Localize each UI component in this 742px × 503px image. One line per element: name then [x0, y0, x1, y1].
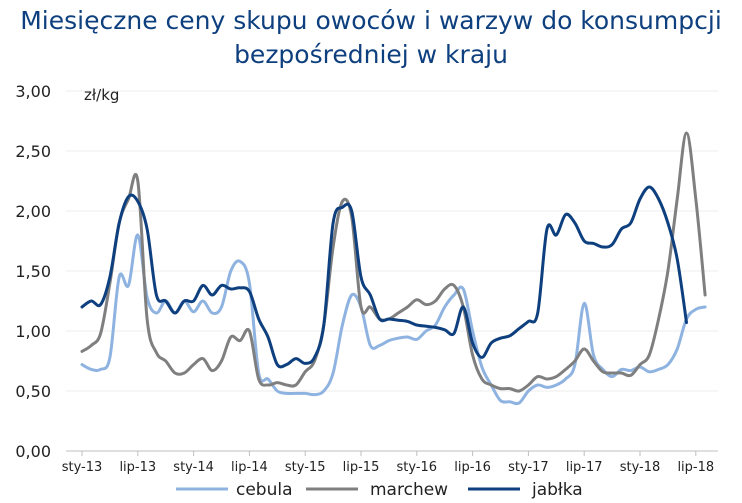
legend: cebula marchew jabłka — [176, 480, 583, 500]
x-tick-label: lip-13 — [119, 460, 156, 475]
series-lines — [80, 131, 707, 406]
x-tick-label: lip-15 — [343, 460, 380, 475]
x-tick-label: lip-17 — [566, 460, 603, 475]
y-tick-label: 0,50 — [15, 382, 51, 401]
series-line-marchew — [80, 131, 707, 393]
unit-label: zł/kg — [84, 86, 119, 104]
y-tick-label: 3,00 — [15, 82, 51, 101]
legend-label: jabłka — [531, 480, 583, 500]
y-axis-ticks: 0,00 0,50 1,00 1,50 2,00 2,50 3,00 — [15, 82, 51, 461]
x-tick-label: sty-14 — [173, 460, 214, 475]
gridlines — [66, 90, 718, 392]
legend-label: cebula — [236, 480, 293, 500]
x-tick-label: lip-14 — [231, 460, 268, 475]
chart-title-line-2: bezpośredniej w kraju — [234, 40, 508, 69]
series-line-jabłka — [80, 185, 688, 369]
y-tick-label: 2,00 — [15, 202, 51, 221]
legend-label: marchew — [370, 480, 448, 500]
y-tick-label: 1,00 — [15, 322, 51, 341]
x-tick-label: lip-18 — [677, 460, 714, 475]
x-axis-ticks: sty-13 lip-13 sty-14 lip-14 sty-15 lip-15 sty-… — [62, 451, 714, 475]
y-tick-label: 0,00 — [15, 442, 51, 461]
x-tick-label: sty-15 — [285, 460, 326, 475]
chart-title-line-1: Miesięczne ceny skupu owoców i warzyw do… — [20, 6, 722, 35]
x-tick-label: sty-17 — [508, 460, 549, 475]
x-tick-label: sty-16 — [397, 460, 438, 475]
y-tick-label: 1,50 — [15, 262, 51, 281]
x-tick-label: lip-16 — [454, 460, 491, 475]
x-tick-label: sty-13 — [62, 460, 103, 475]
y-tick-label: 2,50 — [15, 142, 51, 161]
x-tick-label: sty-18 — [620, 460, 661, 475]
chart-title: Miesięczne ceny skupu owoców i warzyw do… — [0, 4, 742, 72]
